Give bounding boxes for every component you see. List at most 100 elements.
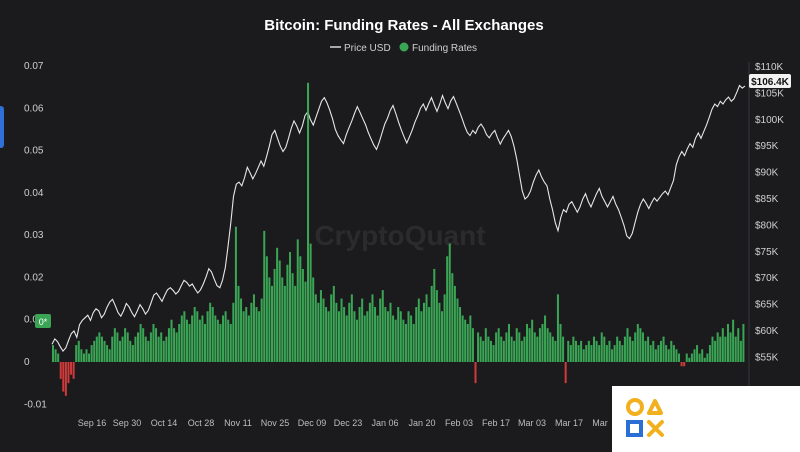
funding-bar <box>152 323 155 362</box>
logo-mark-icon <box>626 398 664 437</box>
funding-bar <box>623 336 626 362</box>
left-axis: 0.07 0.06 0.05 0.04 0.03 0.02 0.0 0 -0.01 <box>24 61 47 410</box>
funding-bar <box>474 362 477 384</box>
funding-bar <box>353 311 356 362</box>
funding-bar <box>64 362 67 396</box>
funding-bar <box>155 328 158 362</box>
funding-bar <box>54 349 57 362</box>
funding-bar <box>729 332 732 362</box>
current-price-badge: $106.4K <box>749 74 791 88</box>
funding-bar <box>95 336 98 362</box>
funding-bar <box>355 319 358 362</box>
right-tick-label: $100K <box>755 115 784 126</box>
funding-bar <box>680 362 683 367</box>
x-axis: Sep 16 Sep 30 Oct 14 Oct 28 Nov 11 Nov 25 Dec … <box>78 418 608 428</box>
funding-bar <box>546 328 549 362</box>
funding-bar <box>507 323 510 362</box>
funding-bar <box>670 340 673 362</box>
funding-bar <box>57 353 60 362</box>
funding-bar <box>399 311 402 362</box>
funding-bar <box>67 362 70 384</box>
funding-bar <box>734 336 737 362</box>
funding-bar <box>77 340 80 362</box>
funding-bar <box>314 294 317 362</box>
funding-bar <box>574 340 577 362</box>
funding-bar <box>479 336 482 362</box>
funding-bar <box>204 323 207 362</box>
funding-bar <box>629 336 632 362</box>
funding-bar <box>379 298 382 362</box>
left-tick-label: -0.01 <box>24 399 47 410</box>
left-tick-label: 0.05 <box>24 146 44 157</box>
funding-bar <box>688 357 691 362</box>
funding-bar <box>281 277 284 362</box>
funding-bar <box>605 345 608 362</box>
funding-bar <box>371 294 374 362</box>
funding-bar <box>335 302 338 362</box>
funding-bar <box>667 349 670 362</box>
right-tick-label: $105K <box>755 88 784 99</box>
funding-bar <box>85 349 88 362</box>
x-tick-label: Feb 03 <box>445 418 473 428</box>
funding-bar <box>654 349 657 362</box>
funding-bar <box>242 311 245 362</box>
funding-bar <box>595 340 598 362</box>
side-tab[interactable] <box>0 106 4 148</box>
x-tick-label: Oct 14 <box>151 418 178 428</box>
funding-bar <box>696 345 699 362</box>
funding-bar <box>193 307 196 362</box>
funding-bar <box>703 357 706 362</box>
funding-bar <box>708 345 711 362</box>
funding-bar <box>415 307 418 362</box>
left-tick-label: 0.07 <box>24 61 44 72</box>
funding-bar <box>160 332 163 362</box>
funding-bar <box>451 273 454 362</box>
funding-bar <box>549 332 552 362</box>
funding-bar <box>430 285 433 362</box>
x-tick-label: Mar 17 <box>555 418 583 428</box>
funding-bar <box>685 353 688 362</box>
left-tick-label: 0.04 <box>24 188 44 199</box>
funding-bar <box>131 345 134 362</box>
funding-bar <box>139 323 142 362</box>
funding-bar <box>304 281 307 362</box>
funding-bar <box>471 328 474 362</box>
funding-bar <box>425 294 428 362</box>
funding-bar <box>350 294 353 362</box>
funding-bar <box>526 323 529 362</box>
funding-bar <box>252 294 255 362</box>
funding-bar <box>301 268 304 362</box>
funding-bar <box>88 353 91 362</box>
watermark: CryptoQuant <box>314 220 485 251</box>
funding-bar <box>683 362 686 367</box>
funding-bar <box>422 302 425 362</box>
funding-bar <box>626 328 629 362</box>
funding-bar <box>175 332 178 362</box>
x-tick-label: Mar 03 <box>518 418 546 428</box>
funding-bar <box>482 340 485 362</box>
funding-bar <box>484 328 487 362</box>
legend-funding-swatch <box>399 42 409 52</box>
funding-bar <box>75 345 78 362</box>
funding-bar <box>270 285 273 362</box>
funding-bar <box>111 336 114 362</box>
funding-bar <box>296 239 299 362</box>
funding-bar <box>206 311 209 362</box>
x-tick-label: Mar <box>592 418 608 428</box>
funding-bar <box>394 319 397 362</box>
funding-bar <box>245 307 248 362</box>
funding-bar <box>518 332 521 362</box>
funding-bar <box>556 294 559 362</box>
funding-bar <box>368 302 371 362</box>
funding-bar <box>649 345 652 362</box>
funding-bar <box>222 315 225 362</box>
funding-bar <box>420 311 423 362</box>
funding-bar <box>80 349 83 362</box>
funding-bar <box>593 336 596 362</box>
funding-bar <box>229 323 232 362</box>
funding-bar <box>608 340 611 362</box>
right-tick-label: $80K <box>755 220 779 231</box>
funding-bar <box>554 340 557 362</box>
funding-bar <box>325 307 328 362</box>
right-tick-label: $90K <box>755 168 779 179</box>
